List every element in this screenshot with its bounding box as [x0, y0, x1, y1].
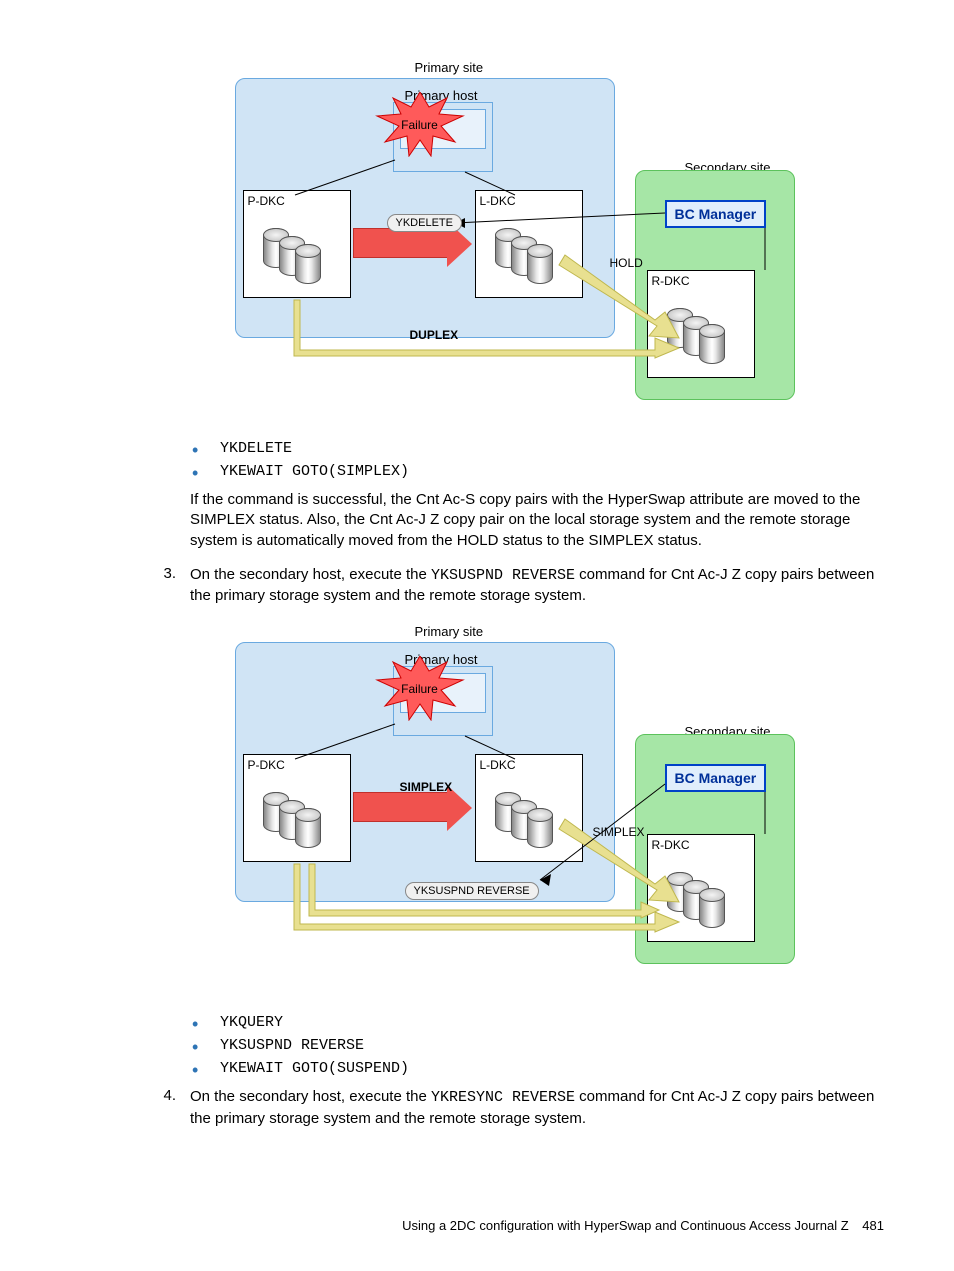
- duplex-label: DUPLEX: [410, 328, 459, 342]
- step-4-a: On the secondary host, execute the: [190, 1088, 431, 1105]
- failure-label: Failure: [401, 118, 438, 132]
- diagram-2: Primary site Secondary site Secondary ho…: [235, 624, 795, 984]
- page-number: 481: [862, 1218, 884, 1233]
- bc-manager-box: BC Manager: [665, 764, 767, 792]
- page-footer: Using a 2DC configuration with HyperSwap…: [402, 1218, 884, 1233]
- step-3: 3. On the secondary host, execute the YK…: [145, 565, 884, 607]
- rdkc-label: R-DKC: [652, 838, 690, 852]
- step-3-cmd: YKSUSPND REVERSE: [431, 567, 575, 584]
- step-4-cmd: YKRESYNC REVERSE: [431, 1089, 575, 1106]
- failure-starburst: Failure: [375, 92, 465, 157]
- diagram-1: Primary site Secondary site Secondary ho…: [235, 60, 795, 410]
- simplex-top-label: SIMPLEX: [400, 780, 453, 794]
- red-arrow-1: [353, 228, 448, 258]
- bullet-item: YKEWAIT GOTO(SIMPLEX): [220, 463, 884, 480]
- step-4-text: On the secondary host, execute the YKRES…: [190, 1087, 884, 1129]
- ykdelete-pill: YKDELETE: [387, 214, 462, 232]
- bullet-item: YKSUSPND REVERSE: [220, 1037, 884, 1054]
- pdkc-label: P-DKC: [248, 758, 285, 772]
- bullet-item: YKDELETE: [220, 440, 884, 457]
- step-4-num: 4.: [145, 1087, 190, 1129]
- yksuspnd-pill: YKSUSPND REVERSE: [405, 882, 539, 900]
- step-3-num: 3.: [145, 565, 190, 607]
- bc-manager-box: BC Manager: [665, 200, 767, 228]
- bullet-list-1: YKDELETE YKEWAIT GOTO(SIMPLEX): [220, 440, 884, 480]
- step-3-a: On the secondary host, execute the: [190, 566, 431, 583]
- simplex-mid-label: SIMPLEX: [593, 825, 645, 839]
- ldkc-label: L-DKC: [480, 194, 516, 208]
- ldkc-label: L-DKC: [480, 758, 516, 772]
- bullet-list-2: YKQUERY YKSUSPND REVERSE YKEWAIT GOTO(SU…: [220, 1014, 884, 1077]
- failure-label: Failure: [401, 682, 438, 696]
- primary-site-label: Primary site: [415, 60, 484, 75]
- footer-text: Using a 2DC configuration with HyperSwap…: [402, 1218, 849, 1233]
- primary-site-label: Primary site: [415, 624, 484, 639]
- hold-label: HOLD: [610, 256, 643, 270]
- rdkc-label: R-DKC: [652, 274, 690, 288]
- step-4: 4. On the secondary host, execute the YK…: [145, 1087, 884, 1129]
- step-3-text: On the secondary host, execute the YKSUS…: [190, 565, 884, 607]
- failure-starburst: Failure: [375, 656, 465, 721]
- pdkc-label: P-DKC: [248, 194, 285, 208]
- bullet-item: YKQUERY: [220, 1014, 884, 1031]
- red-arrow-2: [353, 792, 448, 822]
- bullet-item: YKEWAIT GOTO(SUSPEND): [220, 1060, 884, 1077]
- para-1: If the command is successful, the Cnt Ac…: [190, 490, 884, 551]
